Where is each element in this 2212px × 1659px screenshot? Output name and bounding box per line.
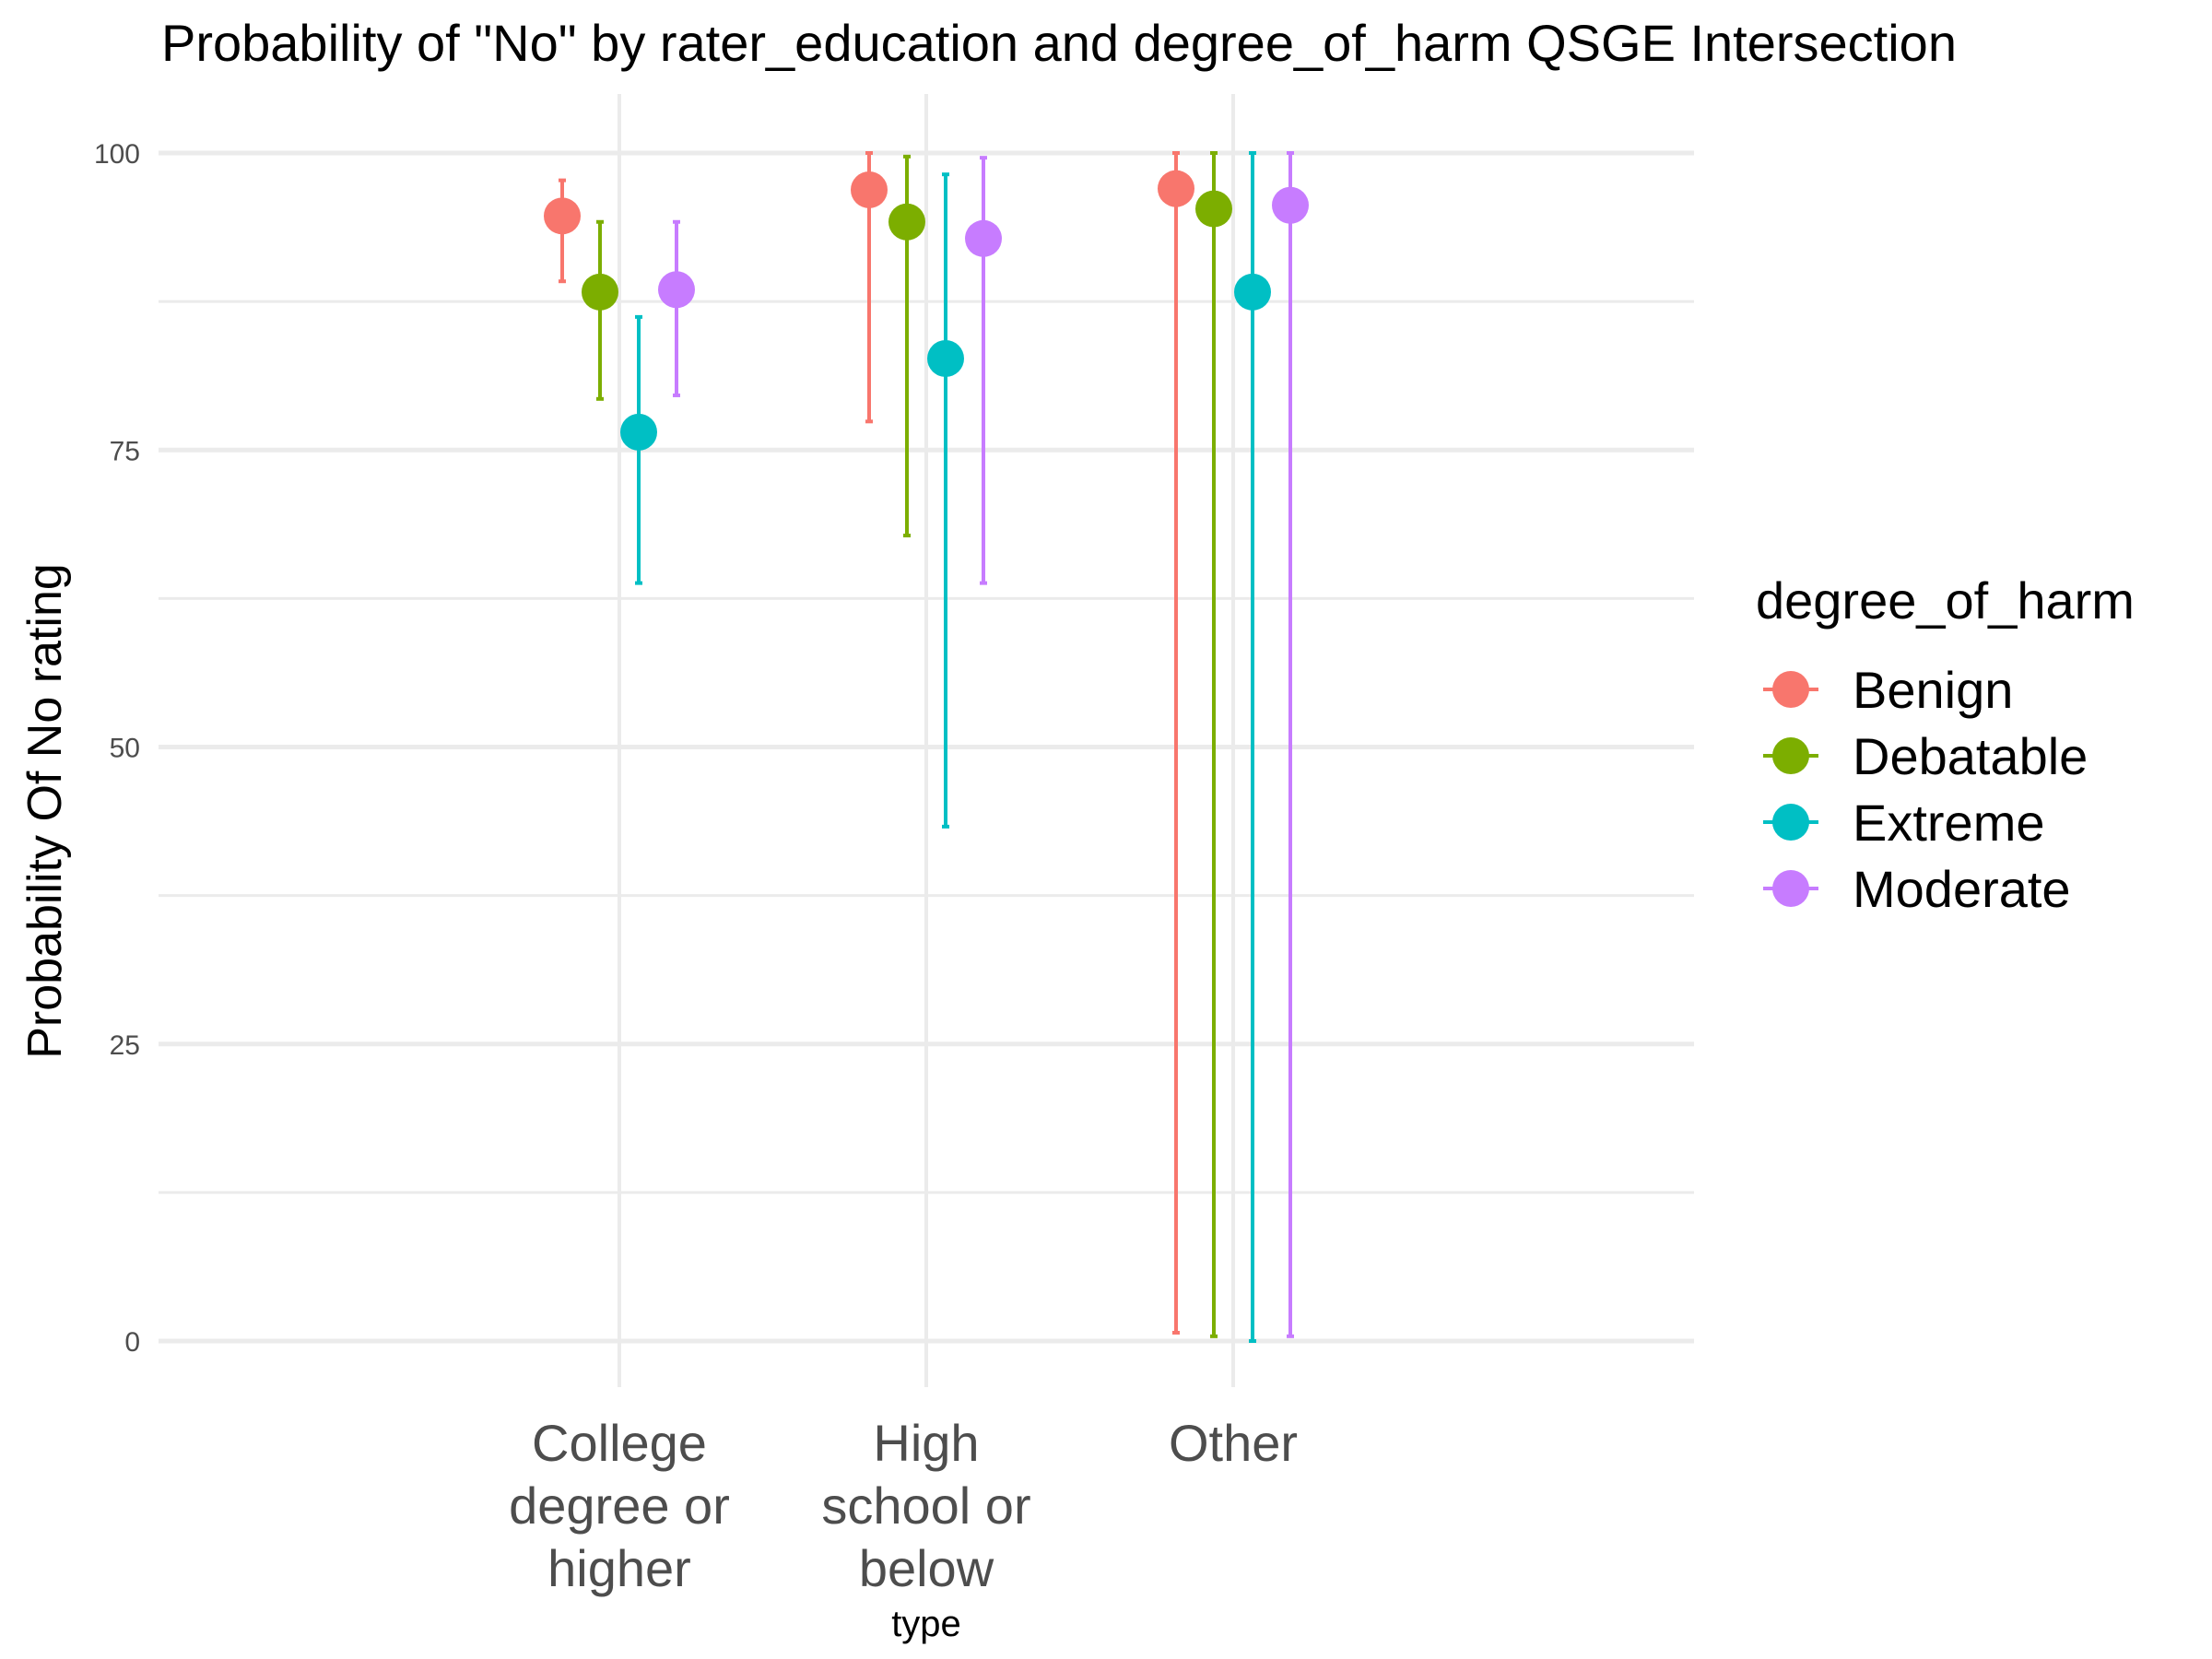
x-axis-title: type — [891, 1604, 961, 1644]
legend-key-point — [1772, 737, 1809, 774]
y-tick-label: 100 — [94, 139, 140, 170]
data-point — [658, 271, 695, 309]
legend-label: Benign — [1853, 661, 2013, 719]
legend-key-point — [1772, 804, 1809, 841]
legend-label: Debatable — [1853, 727, 2088, 785]
x-tick-label: College degree or higher — [509, 1414, 730, 1597]
y-axis-title: Probability Of No rating — [18, 563, 72, 1059]
data-point — [1158, 170, 1194, 207]
y-tick-labels: 0 25 50 75 100 — [94, 139, 140, 1358]
series-debatable — [582, 151, 1232, 1338]
data-point — [544, 197, 581, 235]
legend-item-extreme: Extreme — [1763, 794, 2045, 852]
y-tick-label: 25 — [110, 1030, 140, 1061]
series-extreme — [620, 151, 1271, 1343]
data-point — [965, 219, 1002, 257]
chart-title: Probability of "No" by rater_education a… — [161, 14, 1957, 72]
legend-key-point — [1772, 870, 1809, 907]
data-point — [1195, 190, 1232, 228]
series-moderate — [658, 151, 1309, 1338]
legend-key-point — [1772, 671, 1809, 708]
legend-item-benign: Benign — [1763, 661, 2013, 719]
y-tick-label: 0 — [124, 1327, 140, 1358]
x-tick-label: Other — [1169, 1414, 1298, 1472]
y-tick-label: 50 — [110, 734, 140, 764]
data-series — [544, 151, 1309, 1343]
legend-label: Moderate — [1853, 860, 2071, 918]
x-tick-labels: College degree or higher High school or below… — [509, 1414, 1298, 1597]
data-point — [1234, 273, 1271, 311]
series-benign — [544, 151, 1194, 1335]
legend-items: Benign Debatable Extreme Moderate — [1763, 661, 2088, 918]
data-point — [582, 273, 618, 311]
x-tick-label: High school or below — [821, 1414, 1030, 1597]
legend: degree_of_harm Benign Debatable Extreme Mod… — [1756, 571, 2135, 918]
legend-label: Extreme — [1853, 794, 2045, 852]
data-point — [851, 171, 888, 208]
data-point — [1272, 186, 1309, 224]
data-point — [888, 203, 925, 241]
y-tick-label: 75 — [110, 436, 140, 466]
data-point — [620, 413, 657, 451]
legend-item-moderate: Moderate — [1763, 860, 2071, 918]
grid — [159, 94, 1694, 1387]
legend-item-debatable: Debatable — [1763, 727, 2088, 785]
legend-title: degree_of_harm — [1756, 571, 2135, 629]
data-point — [927, 339, 964, 377]
